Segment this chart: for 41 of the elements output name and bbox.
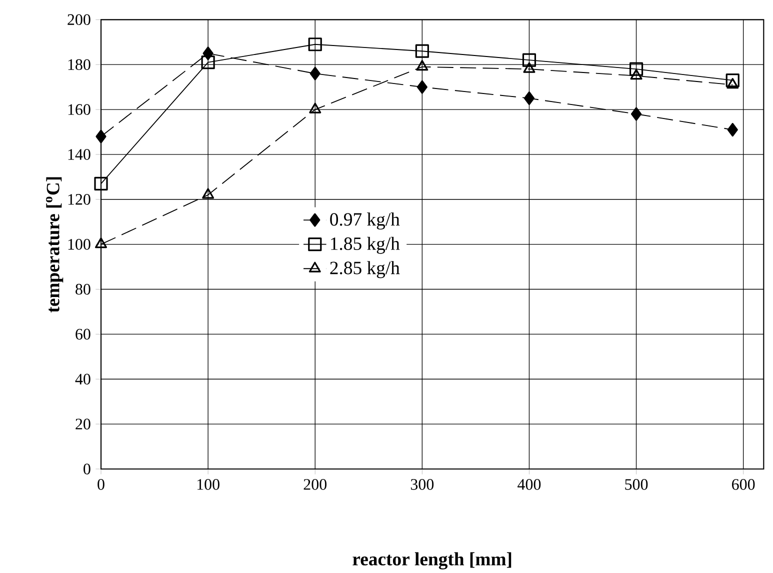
y-axis-title: temperature [$^{o}$C]: [46, 177, 64, 312]
point: [309, 102, 322, 114]
point: [630, 69, 642, 80]
point: [524, 91, 535, 106]
y-tick-label: 100: [68, 238, 90, 250]
point: [630, 107, 642, 121]
point: [202, 188, 214, 199]
point: [629, 62, 644, 76]
point: [310, 66, 320, 80]
x-tick-label: 100: [197, 479, 220, 490]
point: [415, 44, 429, 58]
legend-label: 2.85 kg/h: [330, 261, 400, 278]
y-tick-label: 20: [76, 418, 90, 430]
x-tick-label: 300: [410, 479, 434, 490]
x-tick-label: 400: [518, 479, 541, 490]
point: [522, 53, 536, 67]
x-tick-label: 600: [732, 479, 755, 490]
point: [523, 62, 536, 73]
y-tick-label: 160: [68, 104, 90, 115]
x-tick-label: 200: [304, 479, 326, 490]
y-tick-label: 180: [68, 59, 90, 70]
legend-label: 1.85 kg/h: [331, 236, 400, 254]
x-axis-title: reactor length [mm]: [352, 552, 512, 570]
point: [96, 130, 106, 144]
y-tick-label: 80: [76, 284, 90, 295]
y-tick-label: 40: [75, 374, 90, 385]
y-tick-label: 120: [68, 194, 90, 205]
x-tick-label: 0: [98, 479, 104, 490]
point: [416, 60, 428, 71]
point: [308, 38, 322, 52]
x-tick-label: 500: [625, 479, 648, 490]
y-tick-label: 0: [84, 464, 90, 474]
y-tick-label: 60: [76, 328, 90, 340]
point: [94, 176, 108, 190]
point: [727, 122, 738, 137]
legend-label: 0.97 kg/h: [330, 212, 400, 230]
point: [416, 80, 428, 94]
point: [95, 238, 108, 248]
point: [201, 56, 215, 70]
y-tick-label: 140: [68, 149, 90, 160]
y-tick-label: 200: [68, 14, 90, 26]
